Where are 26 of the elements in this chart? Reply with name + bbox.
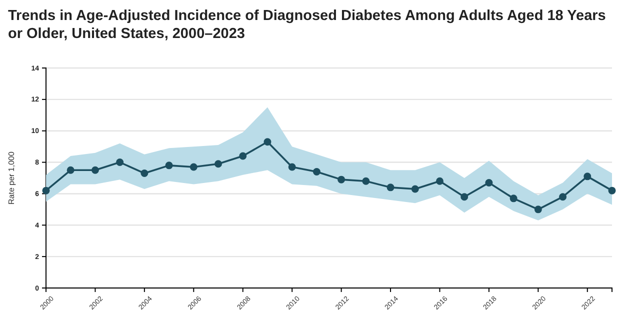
point: [436, 177, 444, 185]
point: [584, 172, 592, 180]
chart-title: Trends in Age-Adjusted Incidence of Diagnosed Diabetes Among Adults Aged 18 Years or Older, United States, 2000–2023: [8, 8, 606, 42]
point: [460, 193, 468, 201]
point: [42, 186, 50, 194]
point: [485, 178, 493, 186]
point: [214, 160, 222, 168]
point: [386, 184, 394, 192]
point: [411, 185, 419, 193]
point: [362, 177, 370, 185]
point: [116, 158, 124, 166]
point: [608, 186, 616, 194]
point: [338, 176, 346, 184]
point: [239, 152, 247, 160]
point: [288, 163, 296, 171]
point: [510, 194, 518, 202]
point: [264, 138, 272, 146]
point: [190, 163, 198, 171]
point: [534, 206, 542, 214]
point: [559, 193, 567, 201]
y-axis-title: Rate per 1,000: [7, 150, 16, 204]
point: [66, 166, 74, 174]
point: [140, 170, 148, 178]
point: [165, 162, 173, 170]
point: [312, 168, 320, 176]
point: [91, 166, 99, 174]
